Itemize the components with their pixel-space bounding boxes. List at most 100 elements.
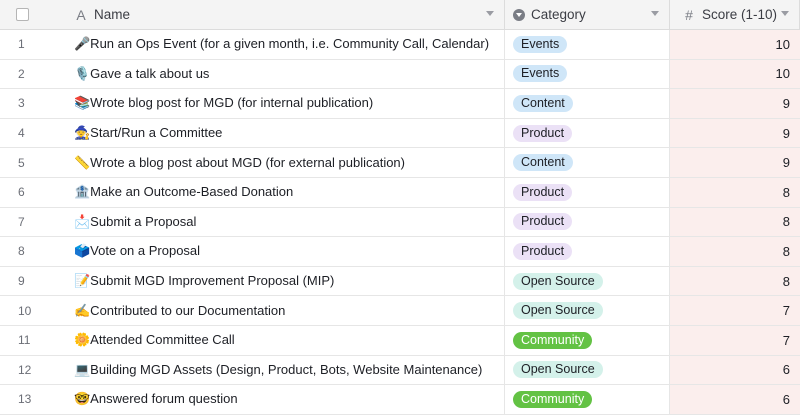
grid-header: A Name Category # Score (1-10) bbox=[0, 0, 800, 30]
name-cell[interactable]: 📩Submit a Proposal bbox=[62, 207, 505, 237]
name-text: 🗳️Vote on a Proposal bbox=[74, 243, 201, 259]
row-number-cell[interactable]: 6 bbox=[0, 178, 62, 207]
category-cell[interactable]: Product bbox=[505, 118, 670, 148]
row-number-cell[interactable]: 4 bbox=[0, 119, 62, 148]
category-cell[interactable]: Events bbox=[505, 59, 670, 89]
score-cell[interactable]: 8 bbox=[670, 207, 800, 237]
category-cell[interactable]: Open Source bbox=[505, 266, 670, 296]
row-number-cell[interactable]: 12 bbox=[0, 356, 62, 385]
category-pill: Product bbox=[513, 213, 573, 231]
score-value: 6 bbox=[782, 362, 790, 378]
category-cell[interactable]: Product bbox=[505, 178, 670, 207]
category-cell[interactable]: Events bbox=[505, 30, 670, 59]
table-row[interactable]: 7 📩Submit a Proposal Product 8 bbox=[0, 207, 800, 238]
name-text: 📩Submit a Proposal bbox=[74, 213, 197, 229]
name-cell[interactable]: 💻Building MGD Assets (Design, Product, B… bbox=[62, 355, 505, 385]
category-pill: Community bbox=[513, 390, 593, 408]
score-cell[interactable]: 6 bbox=[670, 385, 800, 414]
name-cell[interactable]: 🎙️Gave a talk about us bbox=[62, 59, 505, 89]
row-number-cell[interactable]: 8 bbox=[0, 237, 62, 266]
category-cell[interactable]: Product bbox=[505, 207, 670, 237]
column-header-category[interactable]: Category bbox=[505, 0, 670, 29]
select-all-checkbox[interactable] bbox=[16, 8, 29, 21]
score-cell[interactable]: 9 bbox=[670, 118, 800, 148]
score-value: 8 bbox=[782, 184, 790, 200]
score-value: 8 bbox=[782, 214, 790, 230]
score-cell[interactable]: 9 bbox=[670, 148, 800, 177]
score-cell[interactable]: 10 bbox=[670, 59, 800, 89]
name-cell[interactable]: 🏦Make an Outcome-Based Donation bbox=[62, 178, 505, 207]
table-row[interactable]: 8 🗳️Vote on a Proposal Product 8 bbox=[0, 237, 800, 267]
score-cell[interactable]: 7 bbox=[670, 326, 800, 355]
table-row[interactable]: 13 🤓Answered forum question Community 6 bbox=[0, 385, 800, 415]
row-number-cell[interactable]: 13 bbox=[0, 385, 62, 414]
category-cell[interactable]: Content bbox=[505, 89, 670, 118]
score-cell[interactable]: 8 bbox=[670, 266, 800, 296]
name-cell[interactable]: 📚Wrote blog post for MGD (for internal p… bbox=[62, 89, 505, 118]
column-header-name[interactable]: A Name bbox=[62, 0, 505, 29]
category-cell[interactable]: Open Source bbox=[505, 355, 670, 385]
row-number: 12 bbox=[18, 362, 32, 377]
name-cell[interactable]: 🌼Attended Committee Call bbox=[62, 326, 505, 355]
table-row[interactable]: 4 🧙Start/Run a Committee Product 9 bbox=[0, 118, 800, 149]
column-header-category-label: Category bbox=[531, 7, 586, 22]
category-cell[interactable]: Product bbox=[505, 237, 670, 266]
category-cell[interactable]: Community bbox=[505, 385, 670, 414]
column-header-score[interactable]: # Score (1-10) bbox=[670, 0, 800, 29]
name-cell[interactable]: 🤓Answered forum question bbox=[62, 385, 505, 414]
select-all-cell bbox=[0, 0, 62, 29]
table-row[interactable]: 5 📏Wrote a blog post about MGD (for exter… bbox=[0, 148, 800, 178]
chevron-down-icon[interactable] bbox=[651, 11, 659, 16]
name-cell[interactable]: 🎤Run an Ops Event (for a given month, i.… bbox=[62, 30, 505, 59]
name-cell[interactable]: 🧙Start/Run a Committee bbox=[62, 118, 505, 148]
table-row[interactable]: 10 ✍️Contributed to our Documentation Open… bbox=[0, 296, 800, 326]
row-number: 9 bbox=[18, 274, 25, 289]
name-text: 🎤Run an Ops Event (for a given month, i.… bbox=[74, 36, 490, 52]
row-number: 5 bbox=[18, 155, 25, 170]
chevron-down-icon[interactable] bbox=[486, 11, 494, 16]
category-cell[interactable]: Community bbox=[505, 326, 670, 355]
row-number-cell[interactable]: 3 bbox=[0, 89, 62, 118]
category-pill: Open Source bbox=[513, 361, 603, 379]
name-cell[interactable]: 🗳️Vote on a Proposal bbox=[62, 237, 505, 266]
score-cell[interactable]: 7 bbox=[670, 296, 800, 325]
score-cell[interactable]: 8 bbox=[670, 178, 800, 207]
chevron-down-icon[interactable] bbox=[781, 11, 789, 16]
name-cell[interactable]: 📏Wrote a blog post about MGD (for extern… bbox=[62, 148, 505, 177]
table-row[interactable]: 6 🏦Make an Outcome-Based Donation Product 8 bbox=[0, 178, 800, 208]
name-text: 🤓Answered forum question bbox=[74, 391, 238, 407]
table-row[interactable]: 9 📝Submit MGD Improvement Proposal (MIP) O… bbox=[0, 266, 800, 297]
category-pill: Product bbox=[513, 242, 573, 260]
name-text: 🌼Attended Committee Call bbox=[74, 332, 235, 348]
row-number-cell[interactable]: 11 bbox=[0, 326, 62, 355]
score-cell[interactable]: 6 bbox=[670, 355, 800, 385]
row-number-cell[interactable]: 5 bbox=[0, 148, 62, 177]
table-row[interactable]: 11 🌼Attended Committee Call Community 7 bbox=[0, 326, 800, 356]
score-cell[interactable]: 10 bbox=[670, 30, 800, 59]
table-row[interactable]: 1 🎤Run an Ops Event (for a given month, i… bbox=[0, 30, 800, 60]
row-number-cell[interactable]: 2 bbox=[0, 60, 62, 89]
category-cell[interactable]: Content bbox=[505, 148, 670, 177]
score-cell[interactable]: 9 bbox=[670, 89, 800, 118]
name-cell[interactable]: ✍️Contributed to our Documentation bbox=[62, 296, 505, 325]
table-row[interactable]: 3 📚Wrote blog post for MGD (for internal … bbox=[0, 89, 800, 119]
table-row[interactable]: 2 🎙️Gave a talk about us Events 10 bbox=[0, 59, 800, 90]
score-value: 8 bbox=[782, 243, 790, 259]
row-number: 2 bbox=[18, 66, 25, 81]
category-cell[interactable]: Open Source bbox=[505, 296, 670, 325]
row-number-cell[interactable]: 1 bbox=[0, 30, 62, 59]
row-number-cell[interactable]: 9 bbox=[0, 267, 62, 296]
row-number: 4 bbox=[18, 126, 25, 141]
row-number-cell[interactable]: 7 bbox=[0, 208, 62, 237]
category-pill: Open Source bbox=[513, 272, 603, 290]
name-text: 🧙Start/Run a Committee bbox=[74, 125, 223, 141]
row-number: 11 bbox=[18, 333, 31, 348]
score-cell[interactable]: 8 bbox=[670, 237, 800, 266]
name-text: ✍️Contributed to our Documentation bbox=[74, 302, 286, 318]
name-text: 📚Wrote blog post for MGD (for internal p… bbox=[74, 95, 374, 111]
row-number: 1 bbox=[18, 37, 25, 52]
row-number-cell[interactable]: 10 bbox=[0, 296, 62, 325]
row-number: 7 bbox=[18, 214, 25, 229]
name-cell[interactable]: 📝Submit MGD Improvement Proposal (MIP) bbox=[62, 266, 505, 296]
table-row[interactable]: 12 💻Building MGD Assets (Design, Product,… bbox=[0, 355, 800, 386]
